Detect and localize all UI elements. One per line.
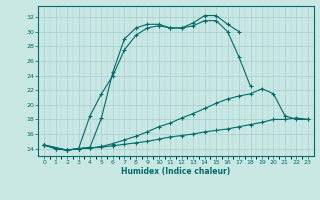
X-axis label: Humidex (Indice chaleur): Humidex (Indice chaleur) (121, 167, 231, 176)
